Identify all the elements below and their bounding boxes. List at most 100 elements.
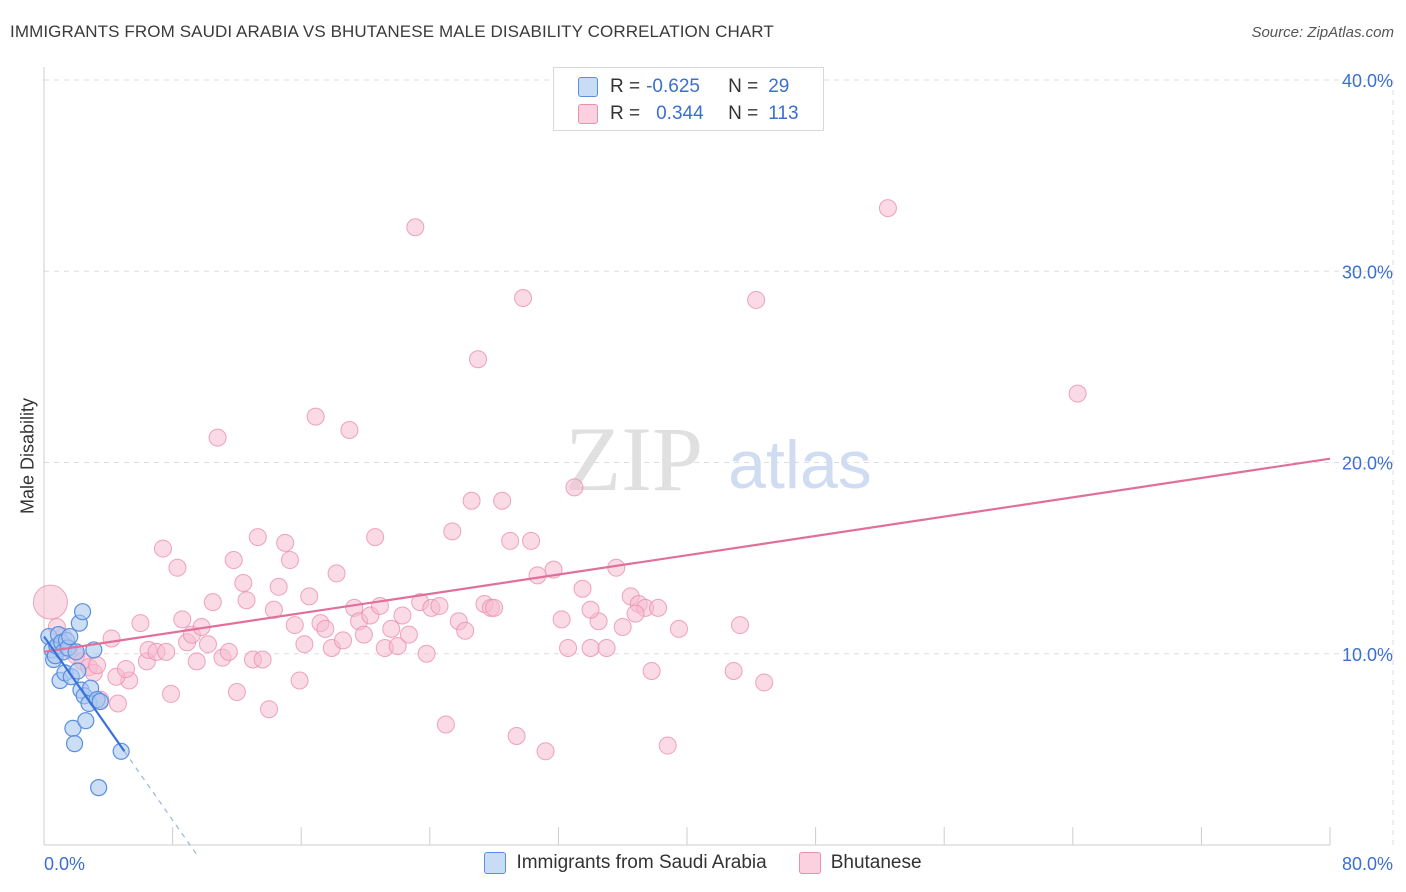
bhutanese-point — [366, 528, 385, 547]
axis-layer — [43, 67, 1331, 846]
bhutanese-point — [227, 683, 246, 701]
bhutanese-point — [131, 614, 150, 633]
bhutanese-point — [203, 593, 222, 612]
y-tick-label: 10.0% — [1342, 645, 1393, 665]
bhutanese-point — [219, 642, 238, 661]
bhutanese-point — [102, 629, 121, 648]
bhutanese-point — [493, 491, 512, 510]
legend-item-saudi[interactable]: Immigrants from Saudi Arabia — [484, 852, 767, 874]
legend-r-value: 0.344 — [656, 103, 704, 124]
saudi-trend-line — [43, 635, 126, 752]
bhutanese-point — [399, 625, 418, 644]
saudi-point — [77, 712, 95, 730]
bhutanese-point — [456, 621, 475, 640]
bhutanese-point — [300, 587, 319, 606]
legend-label-saudi: Immigrants from Saudi Arabia — [516, 852, 767, 873]
chart-title: IMMIGRANTS FROM SAUDI ARABIA VS BHUTANES… — [10, 22, 774, 41]
bhutanese-trend-line — [43, 457, 1331, 653]
bhutanese-point — [613, 617, 632, 636]
bhutanese-point — [581, 639, 600, 658]
bhutanese-point — [565, 478, 584, 497]
bhutanese-point — [173, 610, 192, 629]
legend-n-value: 29 — [768, 76, 790, 97]
bhutanese-point — [462, 491, 481, 510]
bhutanese-point — [658, 736, 677, 755]
saudi-point — [73, 603, 92, 621]
bhutanese-point — [88, 656, 107, 675]
legend-n-label: N = — [728, 76, 759, 97]
bhutanese-point — [724, 661, 743, 680]
bhutanese-point — [237, 591, 256, 610]
bhutanese-point — [501, 531, 520, 550]
legend-r-value: -0.625 — [646, 76, 700, 97]
legend-swatch-bhutanese — [578, 104, 598, 124]
legend-label-bhutanese: Bhutanese — [830, 852, 922, 873]
bhutanese-point — [333, 631, 352, 650]
bhutanese-point — [224, 551, 243, 570]
bhutanese-point — [642, 661, 661, 680]
series-legend: Immigrants from Saudi Arabia Bhutanese — [0, 852, 1406, 874]
bhutanese-point — [522, 531, 541, 550]
legend-r-label: R = — [610, 76, 641, 97]
bhutanese-point — [327, 564, 346, 583]
watermark: ZIP atlas — [565, 408, 872, 510]
bhutanese-point — [280, 551, 299, 570]
legend-row-bhutanese: R = 0.344 N = 113 — [578, 102, 799, 126]
bhutanese-point — [116, 660, 135, 679]
saudi-point — [91, 692, 109, 711]
legend-item-bhutanese[interactable]: Bhutanese — [798, 852, 922, 874]
bhutanese-point — [269, 577, 288, 596]
bhutanese-point — [417, 644, 436, 663]
saudi-trend-extension — [123, 750, 198, 855]
bhutanese-point — [528, 566, 547, 585]
y-tick-label: 30.0% — [1342, 262, 1393, 282]
saudi-point — [65, 735, 84, 753]
bhutanese-point — [248, 528, 267, 547]
bhutanese-point — [669, 619, 688, 638]
series-bhutanese — [32, 199, 1087, 761]
saudi-point — [112, 742, 130, 760]
saudi-point — [69, 662, 87, 680]
bhutanese-point — [436, 715, 455, 734]
x-tick-label: 80.0% — [1342, 854, 1393, 874]
bhutanese-point — [157, 642, 176, 661]
bhutanese-point — [430, 596, 449, 615]
bhutanese-point — [393, 606, 412, 625]
bhutanese-point — [168, 558, 187, 577]
bhutanese-point — [260, 700, 279, 719]
bhutanese-point — [382, 619, 401, 638]
bhutanese-point — [731, 616, 750, 635]
bhutanese-point — [536, 742, 555, 761]
bhutanese-point — [340, 420, 359, 439]
bhutanese-point — [469, 350, 488, 369]
bhutanese-point — [234, 573, 253, 592]
bhutanese-point — [573, 579, 592, 598]
bhutanese-point — [1068, 384, 1087, 403]
bhutanese-point — [290, 671, 309, 690]
bhutanese-point — [443, 522, 462, 541]
bhutanese-point — [581, 600, 600, 619]
bhutanese-point — [485, 598, 504, 617]
grid-layer — [44, 79, 1394, 845]
tick-labels: 10.0% 20.0% 30.0% 40.0% 0.0% 80.0% — [44, 71, 1393, 874]
watermark-atlas: atlas — [728, 427, 872, 503]
bhutanese-point — [878, 199, 897, 218]
legend-r-label: R = — [610, 103, 641, 124]
bhutanese-point — [276, 533, 295, 552]
bhutanese-point — [559, 639, 578, 658]
bhutanese-point — [626, 604, 645, 623]
legend-row-saudi: R = -0.625 N = 29 — [578, 75, 789, 99]
bhutanese-point — [597, 639, 616, 658]
bhutanese-point — [187, 652, 206, 671]
bhutanese-point — [316, 619, 335, 638]
bhutanese-point — [507, 726, 526, 745]
bhutanese-point — [108, 694, 127, 713]
bhutanese-point — [32, 584, 68, 620]
bhutanese-point — [747, 290, 766, 309]
trend-lines — [43, 457, 1331, 855]
bhutanese-point — [649, 598, 668, 617]
legend-n-label: N = — [728, 103, 759, 124]
bhutanese-point — [755, 673, 774, 692]
saudi-point — [61, 627, 79, 646]
